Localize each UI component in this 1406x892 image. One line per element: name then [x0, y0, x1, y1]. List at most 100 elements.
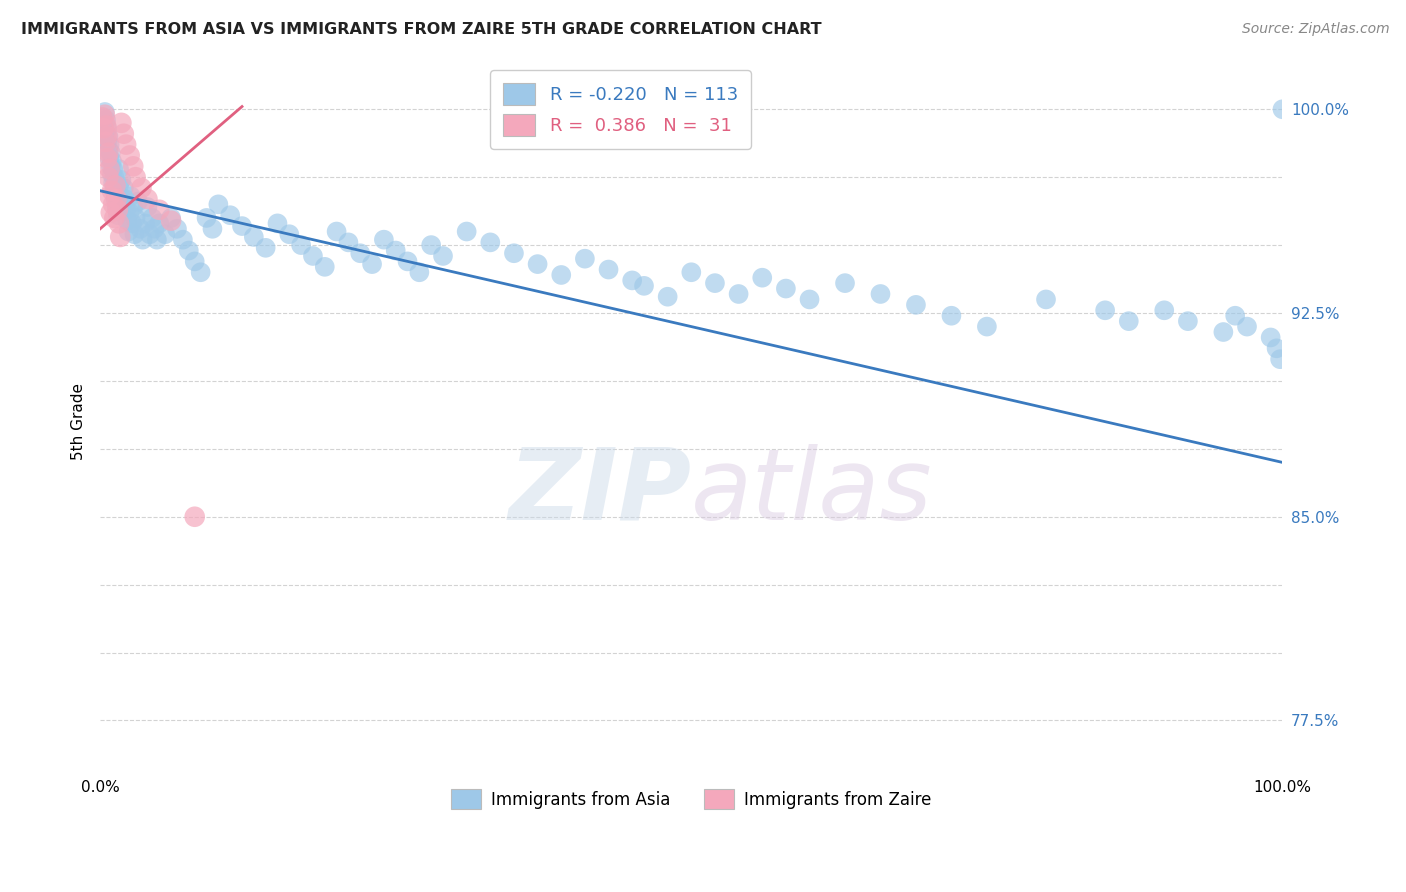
- Point: [98, 189, 121, 203]
- Point: [139, 227, 162, 242]
- Point: [183, 509, 205, 524]
- Point: [117, 225, 139, 239]
- Point: [373, 233, 395, 247]
- Point: [134, 216, 156, 230]
- Point: [110, 189, 132, 203]
- Point: [432, 249, 454, 263]
- Point: [114, 192, 136, 206]
- Point: [96, 151, 118, 165]
- Point: [94, 105, 117, 120]
- Point: [101, 197, 124, 211]
- Point: [101, 168, 124, 182]
- Point: [146, 233, 169, 247]
- Point: [166, 221, 188, 235]
- Point: [751, 270, 773, 285]
- Point: [869, 287, 891, 301]
- Point: [633, 278, 655, 293]
- Point: [97, 145, 120, 160]
- Point: [408, 265, 430, 279]
- Point: [302, 249, 325, 263]
- Y-axis label: 5th Grade: 5th Grade: [72, 384, 86, 460]
- Point: [1236, 319, 1258, 334]
- Point: [124, 170, 146, 185]
- Point: [183, 254, 205, 268]
- Point: [420, 238, 443, 252]
- Point: [96, 135, 118, 149]
- Point: [93, 119, 115, 133]
- Point: [834, 276, 856, 290]
- Point: [621, 273, 644, 287]
- Point: [107, 194, 129, 209]
- Point: [127, 194, 149, 209]
- Point: [94, 127, 117, 141]
- Point: [100, 205, 122, 219]
- Point: [98, 161, 121, 176]
- Point: [96, 121, 118, 136]
- Point: [94, 108, 117, 122]
- Point: [361, 257, 384, 271]
- Point: [976, 319, 998, 334]
- Point: [91, 111, 114, 125]
- Point: [160, 213, 183, 227]
- Point: [1260, 330, 1282, 344]
- Point: [143, 221, 166, 235]
- Point: [122, 200, 145, 214]
- Point: [337, 235, 360, 250]
- Point: [124, 227, 146, 242]
- Point: [479, 235, 502, 250]
- Point: [97, 129, 120, 144]
- Point: [314, 260, 336, 274]
- Point: [103, 211, 125, 225]
- Point: [1118, 314, 1140, 328]
- Point: [100, 159, 122, 173]
- Point: [172, 233, 194, 247]
- Point: [550, 268, 572, 282]
- Point: [1035, 293, 1057, 307]
- Point: [93, 121, 115, 136]
- Point: [148, 216, 170, 230]
- Point: [108, 161, 131, 176]
- Point: [1094, 303, 1116, 318]
- Point: [704, 276, 727, 290]
- Point: [384, 244, 406, 258]
- Point: [100, 145, 122, 160]
- Point: [1153, 303, 1175, 318]
- Point: [115, 202, 138, 217]
- Point: [98, 151, 121, 165]
- Point: [190, 265, 212, 279]
- Point: [105, 192, 128, 206]
- Point: [1225, 309, 1247, 323]
- Point: [97, 170, 120, 185]
- Point: [1212, 325, 1234, 339]
- Point: [98, 137, 121, 152]
- Point: [104, 192, 127, 206]
- Point: [101, 153, 124, 168]
- Text: atlas: atlas: [692, 444, 934, 541]
- Point: [97, 143, 120, 157]
- Point: [503, 246, 526, 260]
- Point: [107, 202, 129, 217]
- Point: [219, 208, 242, 222]
- Point: [681, 265, 703, 279]
- Point: [941, 309, 963, 323]
- Point: [105, 186, 128, 201]
- Point: [94, 135, 117, 149]
- Point: [266, 216, 288, 230]
- Point: [101, 161, 124, 176]
- Point: [526, 257, 548, 271]
- Point: [112, 181, 135, 195]
- Point: [110, 173, 132, 187]
- Point: [131, 181, 153, 195]
- Point: [278, 227, 301, 242]
- Point: [1265, 341, 1288, 355]
- Point: [105, 200, 128, 214]
- Point: [904, 298, 927, 312]
- Point: [177, 244, 200, 258]
- Point: [160, 211, 183, 225]
- Point: [254, 241, 277, 255]
- Point: [129, 221, 152, 235]
- Point: [91, 111, 114, 125]
- Point: [108, 178, 131, 193]
- Point: [396, 254, 419, 268]
- Point: [243, 230, 266, 244]
